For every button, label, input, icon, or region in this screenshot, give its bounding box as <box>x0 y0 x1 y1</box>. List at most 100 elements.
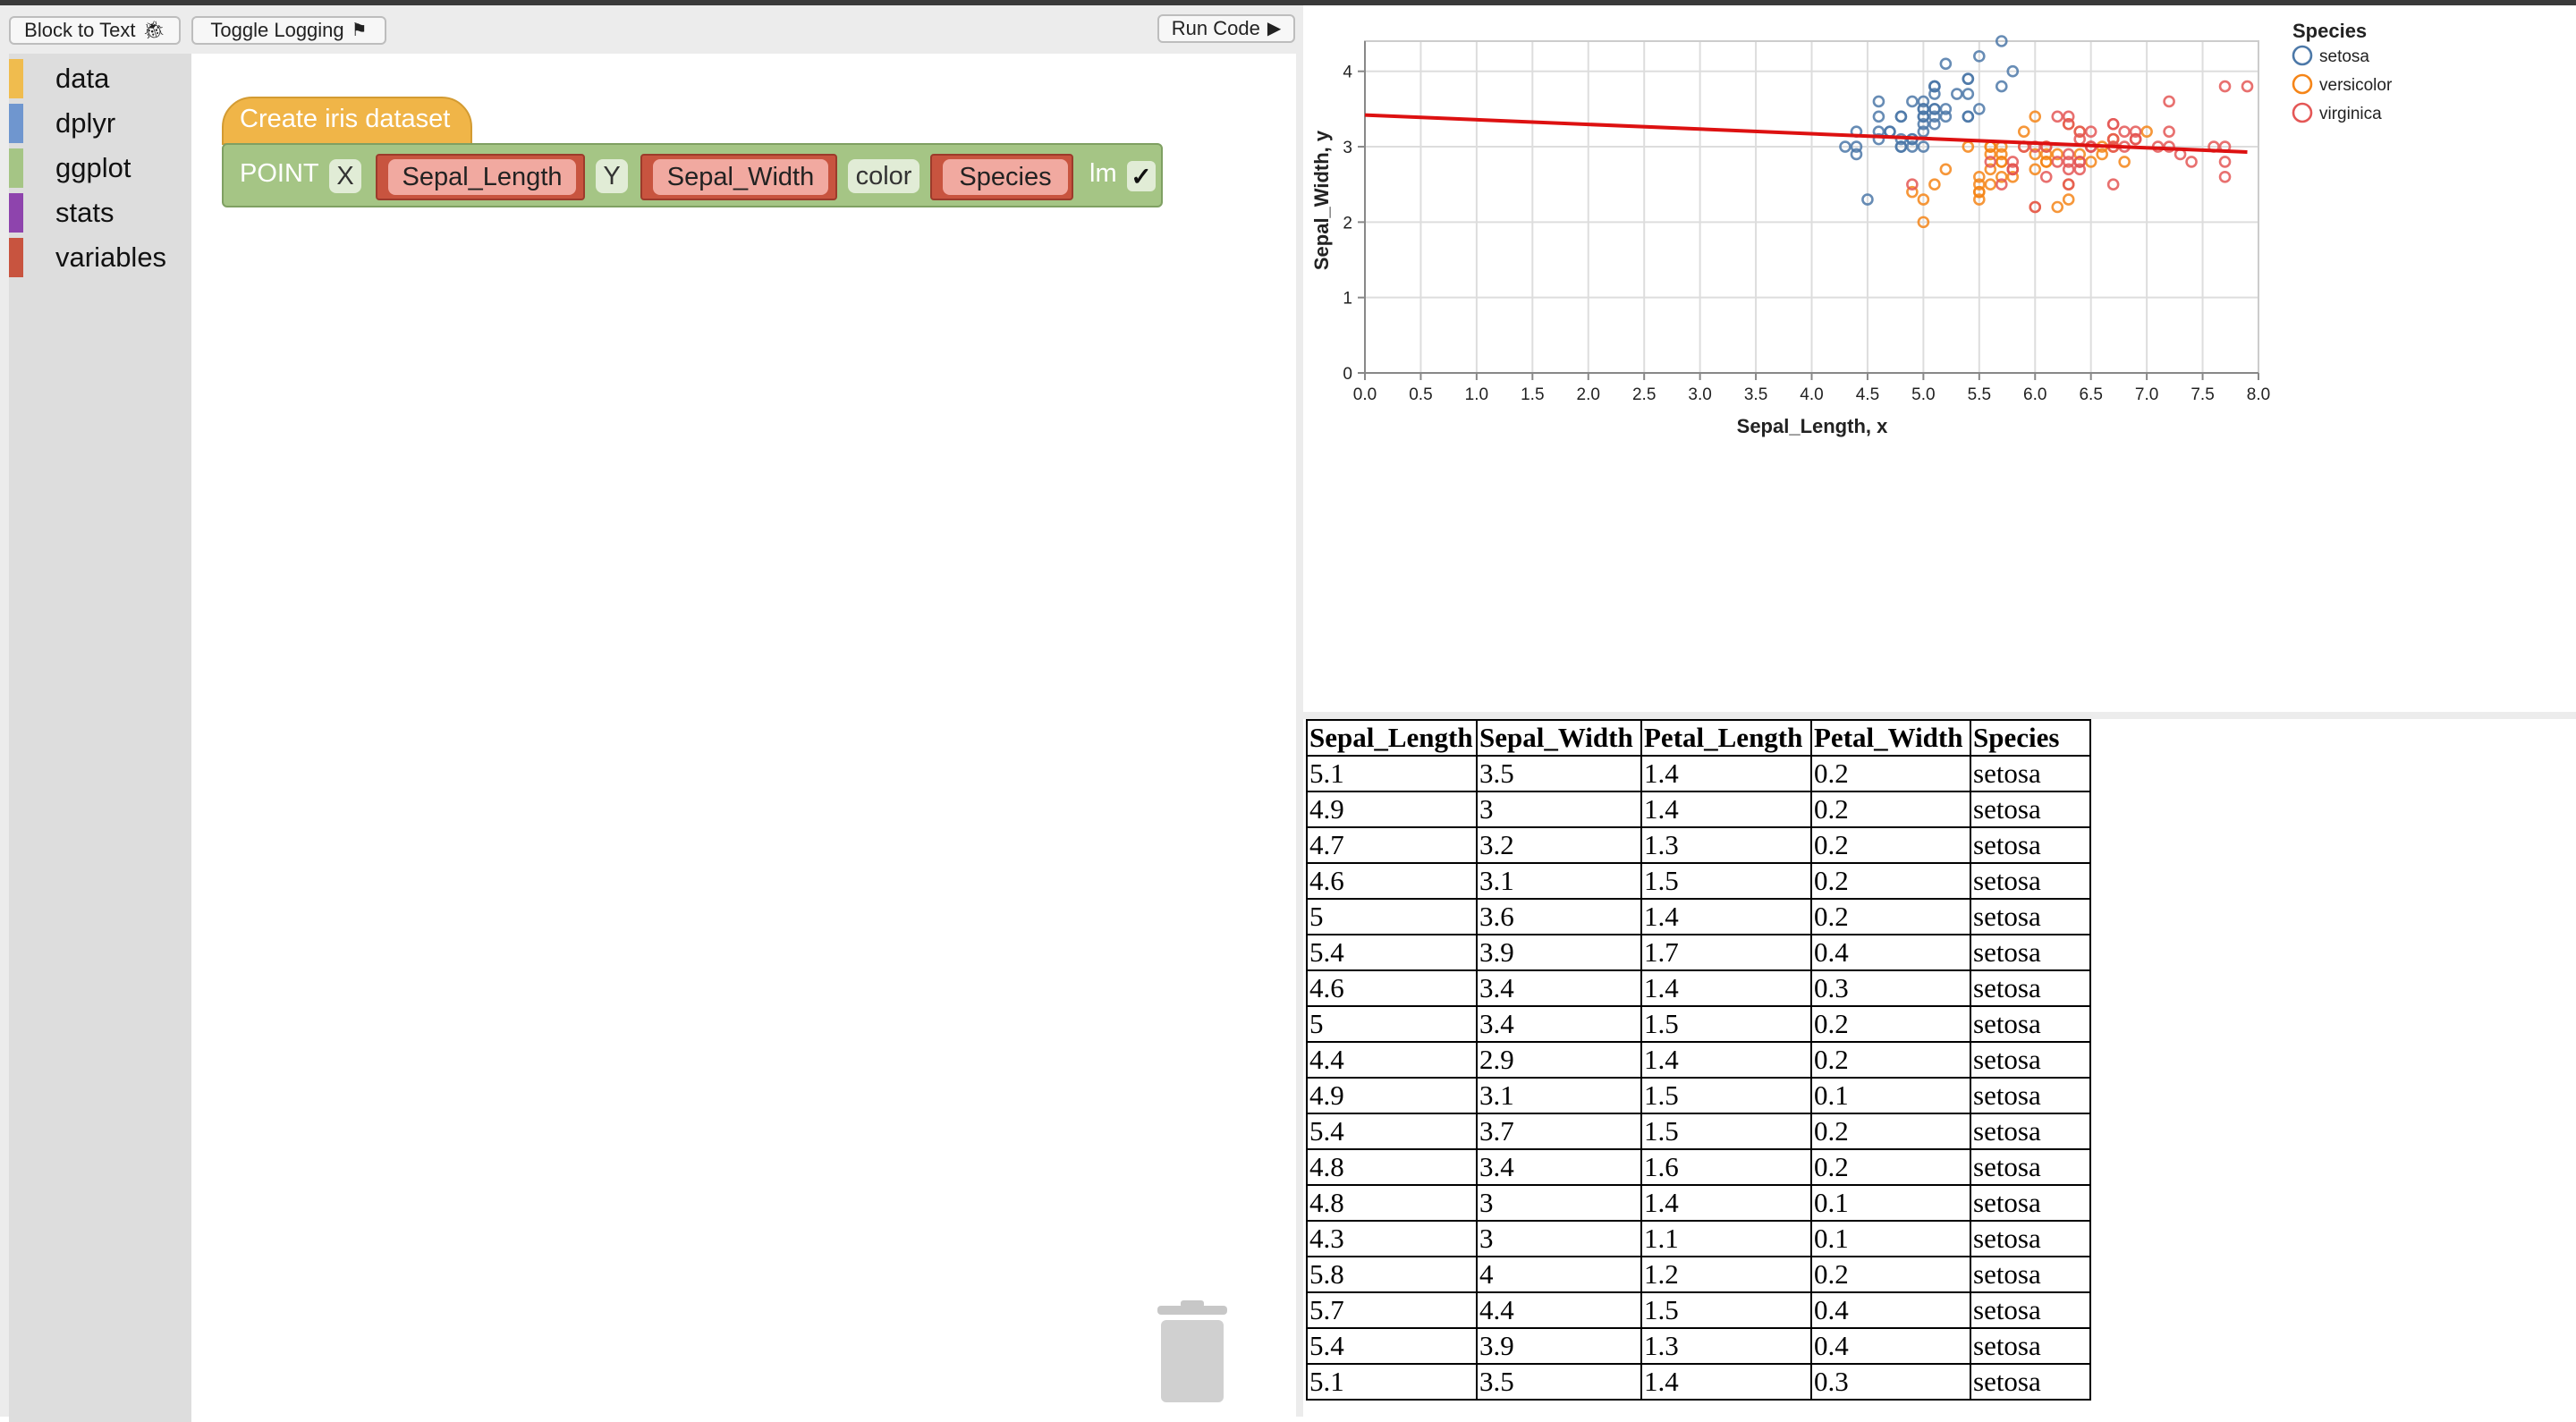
scatter-point-setosa <box>1917 140 1930 153</box>
scatter-point-setosa <box>1973 103 1986 115</box>
table-cell: 5 <box>1306 1005 1478 1043</box>
scatter-point-setosa <box>1917 117 1930 131</box>
table-cell: 5.7 <box>1306 1291 1478 1329</box>
x-tick-label: 7.0 <box>2135 385 2158 404</box>
scatter-point-virginica <box>2218 80 2232 93</box>
run-code-button[interactable]: Run Code ▶ <box>1157 14 1295 43</box>
table-row: 5.1 3.5 1.4 0.2 setosa <box>1306 755 2091 792</box>
trash-icon[interactable] <box>1154 1300 1231 1404</box>
table-header-cell: Sepal_Length <box>1306 719 1478 757</box>
table-cell: 3.1 <box>1476 1077 1642 1114</box>
scatter-point-setosa <box>1962 72 1975 85</box>
table-cell: setosa <box>1970 1220 2091 1257</box>
scatter-point-virginica <box>2073 125 2087 138</box>
table-row: 5.7 4.4 1.5 0.4 setosa <box>1306 1291 2091 1329</box>
plot-output: 0.0 0.5 1.0 1.5 2.0 2.5 3.0 3.5 4.0 4.5 5.0 5.5 6.0 6… <box>1303 5 2576 712</box>
scatter-point-versicolor <box>1928 178 1941 191</box>
table-cell: 5.4 <box>1306 934 1478 971</box>
pane-divider[interactable] <box>1296 5 1303 1417</box>
table-cell: setosa <box>1970 1327 2091 1365</box>
table-cell: 5.1 <box>1306 1363 1478 1401</box>
scatter-point-virginica <box>2062 148 2075 161</box>
scatter-point-versicolor <box>1906 185 1919 199</box>
blockly-editor: Block to Text 🐞︎ Toggle Logging ⚑ Run Co… <box>0 5 1296 1422</box>
table-row: 5 3.6 1.4 0.2 setosa <box>1306 898 2091 935</box>
scatter-point-virginica <box>2129 132 2142 146</box>
table-row: 4.4 2.9 1.4 0.2 setosa <box>1306 1041 2091 1079</box>
scatter-point-virginica <box>2084 125 2097 138</box>
category-label: dplyr <box>55 107 116 139</box>
table-row: 5.4 3.9 1.3 0.4 setosa <box>1306 1327 2091 1365</box>
table-cell: setosa <box>1970 791 2091 828</box>
legend-title: Species <box>2292 20 2367 42</box>
x-tick-label: 4.0 <box>1800 385 1823 404</box>
table-cell: 1.3 <box>1640 1327 1812 1365</box>
table-cell: 0.2 <box>1810 791 1971 828</box>
toolbox-category-data[interactable]: data <box>9 58 191 99</box>
scatter-point-versicolor <box>2029 163 2042 176</box>
table-cell: setosa <box>1970 934 2091 971</box>
table-row: 4.6 3.4 1.4 0.3 setosa <box>1306 969 2091 1007</box>
scatter-point-setosa <box>1917 125 1930 138</box>
toggle-logging-button[interactable]: Toggle Logging ⚑ <box>191 16 386 45</box>
scatter-point-versicolor <box>1973 170 1986 183</box>
scatter-point-virginica <box>2241 80 2254 93</box>
table-cell: 0.2 <box>1810 755 1971 792</box>
table-cell: 3.4 <box>1476 1005 1642 1043</box>
scatter-point-virginica <box>2163 125 2175 138</box>
table-row: 5.4 3.9 1.7 0.4 setosa <box>1306 934 2091 971</box>
scatter-point-virginica <box>1984 156 1997 168</box>
scatter-point-setosa <box>1861 193 1874 206</box>
table-cell: 1.2 <box>1640 1256 1812 1293</box>
scatter-point-virginica <box>2073 156 2087 168</box>
category-label: ggplot <box>55 152 131 183</box>
scatter-point-virginica <box>2163 95 2175 108</box>
toolbox-category-dplyr[interactable]: dplyr <box>9 103 191 144</box>
category-color-swatch <box>9 59 23 98</box>
scatter-point-setosa <box>1850 140 1863 153</box>
scatter-point-versicolor <box>1939 163 1953 176</box>
table-cell: 1.7 <box>1640 934 1812 971</box>
legend-symbol-setosa <box>2292 45 2313 66</box>
table-cell: 1.1 <box>1640 1220 1812 1257</box>
x-axis-ticks: 0.0 0.5 1.0 1.5 2.0 2.5 3.0 3.5 4.0 4.5 5.0 5.5 6.0 6… <box>1353 372 2270 404</box>
scatter-point-versicolor <box>1973 178 1986 191</box>
y-variable-dropdown[interactable]: Sepal_Width <box>653 159 828 195</box>
toolbox-category-variables[interactable]: variables <box>9 237 191 278</box>
data-table-container: Sepal_Length Sepal_Width Petal_Length Petal… <box>1306 719 2091 1401</box>
table-cell: 5.4 <box>1306 1327 1478 1365</box>
lm-checkbox[interactable]: ✓ <box>1127 161 1156 191</box>
scatter-point-versicolor <box>2062 193 2075 206</box>
scatter-point-versicolor <box>2039 156 2053 168</box>
table-row: 4.8 3.4 1.6 0.2 setosa <box>1306 1148 2091 1186</box>
scatter-point-virginica <box>2006 163 2020 176</box>
scatter-point-virginica <box>2051 156 2064 168</box>
scatter-point-virginica <box>2073 163 2087 176</box>
output-splitter[interactable] <box>1303 712 2576 719</box>
blockly-workspace[interactable] <box>191 54 1296 1422</box>
scatter-point-setosa <box>1939 110 1953 123</box>
color-variable-dropdown[interactable]: Species <box>943 159 1068 195</box>
x-tick-label: 3.5 <box>1744 385 1767 404</box>
category-label: stats <box>55 197 114 228</box>
x-tick-label: 5.5 <box>1968 385 1991 404</box>
table-cell: 4.4 <box>1476 1291 1642 1329</box>
table-cell: 1.5 <box>1640 1077 1812 1114</box>
scatter-point-virginica <box>2106 178 2120 191</box>
table-cell: setosa <box>1970 1077 2091 1114</box>
table-cell: 4.8 <box>1306 1148 1478 1186</box>
table-cell: 3.2 <box>1476 826 1642 864</box>
table-cell: 3 <box>1476 1184 1642 1222</box>
table-cell: 4.3 <box>1306 1220 1478 1257</box>
toolbox-category-ggplot[interactable]: ggplot <box>9 148 191 189</box>
scatter-point-versicolor <box>1995 170 2008 183</box>
y-tick-label: 0 <box>1343 365 1352 384</box>
block-to-text-button[interactable]: Block to Text 🐞︎ <box>9 16 181 45</box>
scatter-point-virginica <box>1906 178 1919 191</box>
x-field: X <box>329 159 361 193</box>
x-variable-dropdown[interactable]: Sepal_Length <box>388 159 576 195</box>
toolbox-category-stats[interactable]: stats <box>9 192 191 233</box>
table-cell: 3.7 <box>1476 1113 1642 1150</box>
table-cell: 0.2 <box>1810 862 1971 900</box>
table-cell: 1.5 <box>1640 1291 1812 1329</box>
